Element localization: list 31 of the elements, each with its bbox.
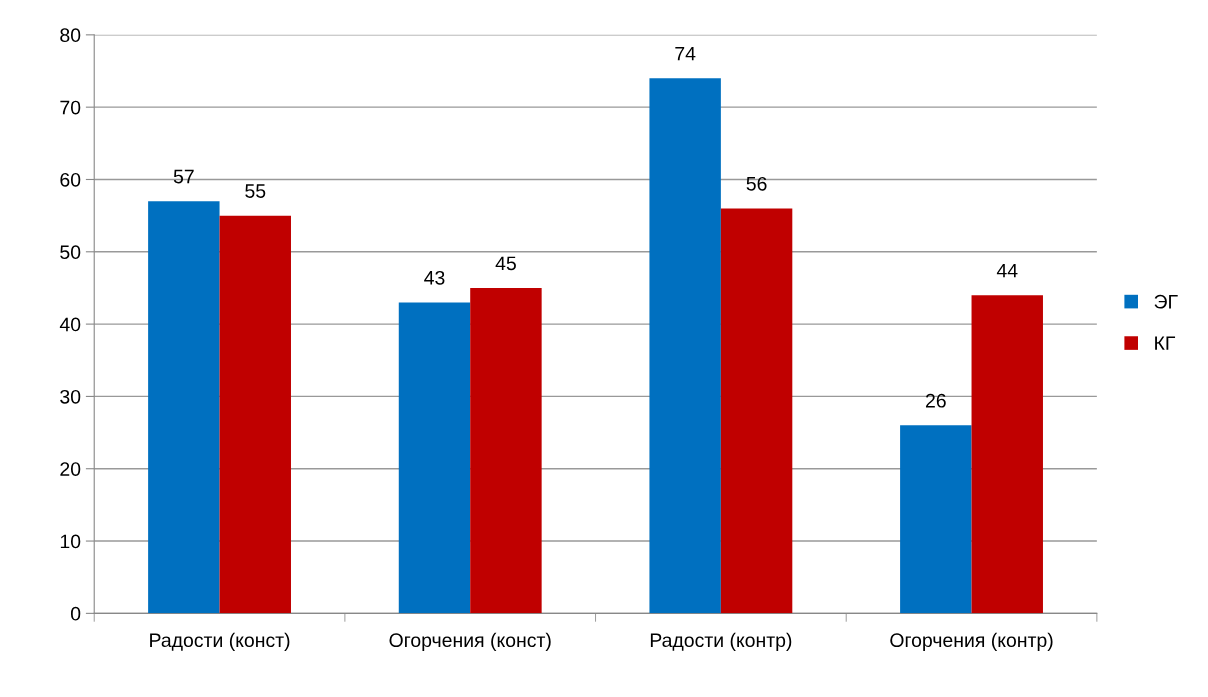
y-tick-label: 20 <box>60 462 81 476</box>
y-tick-label: 80 <box>60 28 81 43</box>
y-tick-label: 60 <box>60 172 81 187</box>
bar <box>148 201 220 614</box>
y-tick-label: 30 <box>60 389 81 404</box>
y-tick-label: 10 <box>60 534 81 549</box>
data-label: 57 <box>173 169 194 184</box>
legend-label: КГ <box>1155 336 1176 350</box>
x-tick-label: Огорчения (контр) <box>890 632 1053 651</box>
y-tick-label: 40 <box>59 317 81 332</box>
data-label: 55 <box>245 184 266 198</box>
bar <box>971 295 1043 614</box>
bar <box>900 425 972 614</box>
bar <box>470 287 542 614</box>
legend-label: ЭГ <box>1154 294 1178 309</box>
x-tick-label: Радости (конст) <box>150 632 290 651</box>
x-tick-label: Радости (контр) <box>650 632 792 651</box>
y-tick-label: 70 <box>60 100 81 115</box>
bar <box>649 78 721 614</box>
data-label: 44 <box>996 263 1018 278</box>
data-label: 56 <box>746 176 767 191</box>
data-label: 43 <box>424 270 445 285</box>
y-tick-label: 50 <box>60 245 81 260</box>
bar <box>398 302 471 614</box>
bar <box>219 215 291 614</box>
data-label: 26 <box>925 393 946 408</box>
y-tick-label: 0 <box>70 606 81 621</box>
data-label: 45 <box>495 256 516 271</box>
bar <box>720 208 793 614</box>
data-label: 74 <box>675 46 696 61</box>
x-tick-label: Огорчения (конст) <box>389 632 551 651</box>
